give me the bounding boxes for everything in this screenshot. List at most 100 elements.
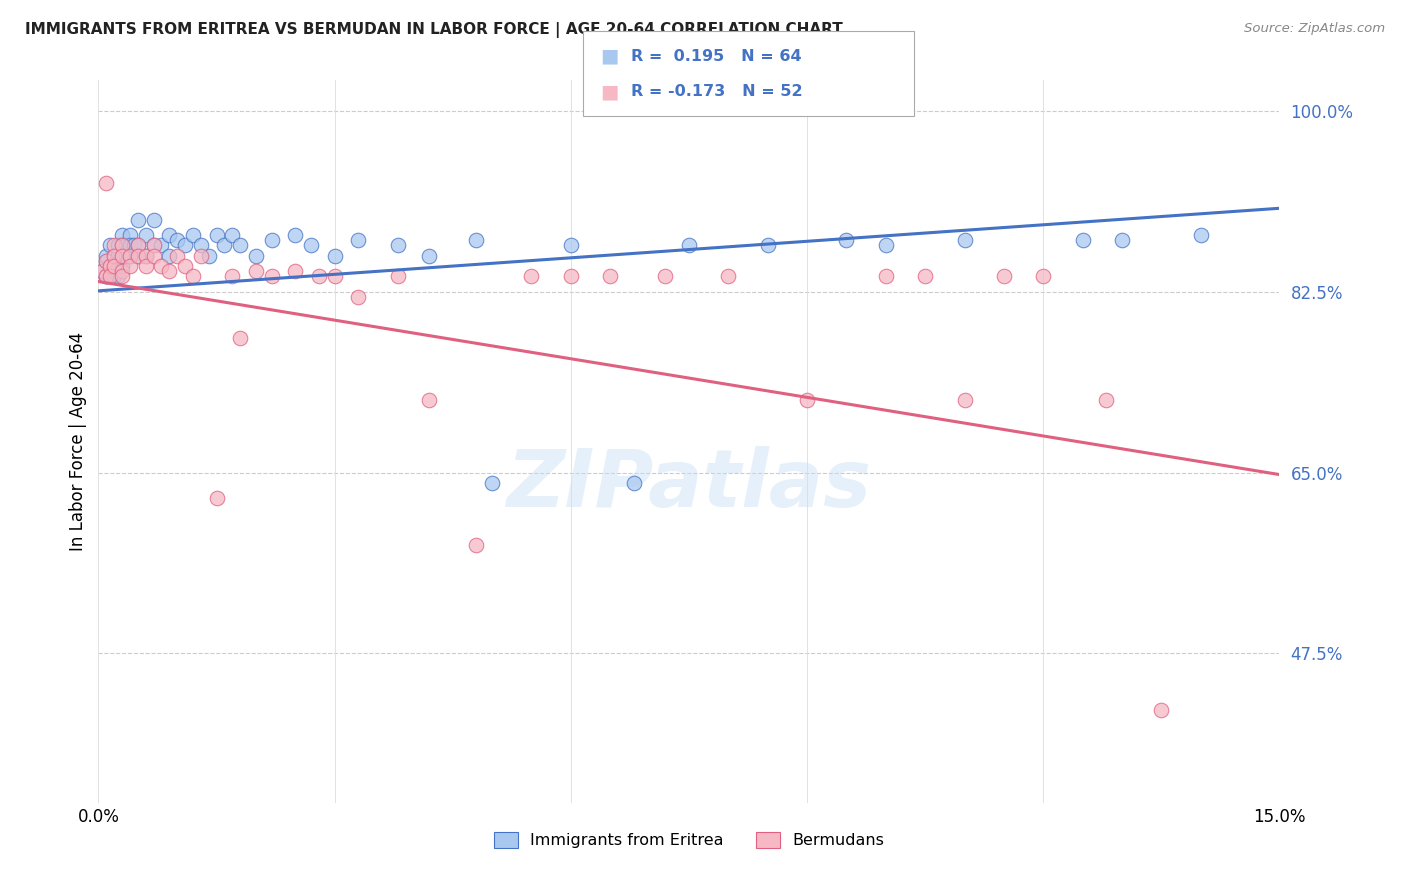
Point xyxy=(953,233,976,247)
Point xyxy=(96,253,118,268)
Point xyxy=(118,259,141,273)
Legend: Immigrants from Eritrea, Bermudans: Immigrants from Eritrea, Bermudans xyxy=(485,823,893,856)
Point xyxy=(181,228,204,243)
Point xyxy=(135,249,157,263)
Point xyxy=(103,249,125,263)
Point xyxy=(115,238,138,252)
Point xyxy=(174,238,197,252)
Point xyxy=(111,228,134,243)
Point xyxy=(107,249,129,263)
Point xyxy=(157,264,180,278)
Point xyxy=(135,259,157,273)
Point xyxy=(127,238,149,252)
Point xyxy=(157,249,180,263)
Point xyxy=(190,238,212,252)
Point xyxy=(993,269,1015,284)
Point xyxy=(98,238,121,252)
Point xyxy=(190,249,212,263)
Point xyxy=(229,238,252,252)
Point xyxy=(654,269,676,284)
Point xyxy=(96,269,118,284)
Point xyxy=(387,238,409,252)
Point xyxy=(142,212,165,227)
Point xyxy=(122,238,145,252)
Text: R =  0.195   N = 64: R = 0.195 N = 64 xyxy=(631,49,801,63)
Text: ZIPatlas: ZIPatlas xyxy=(506,446,872,524)
Point xyxy=(678,238,700,252)
Point xyxy=(1071,233,1094,247)
Point xyxy=(953,393,976,408)
Point xyxy=(91,264,114,278)
Point xyxy=(135,228,157,243)
Point xyxy=(875,238,897,252)
Point xyxy=(308,269,330,284)
Point xyxy=(127,249,149,263)
Point xyxy=(181,269,204,284)
Point xyxy=(118,228,141,243)
Point xyxy=(1032,269,1054,284)
Point xyxy=(103,264,125,278)
Point xyxy=(796,393,818,408)
Y-axis label: In Labor Force | Age 20-64: In Labor Force | Age 20-64 xyxy=(69,332,87,551)
Point xyxy=(98,259,121,273)
Point xyxy=(118,249,141,263)
Point xyxy=(142,249,165,263)
Point xyxy=(1150,703,1173,717)
Point xyxy=(914,269,936,284)
Point xyxy=(197,249,219,263)
Point xyxy=(157,228,180,243)
Point xyxy=(481,475,503,490)
Point xyxy=(221,228,243,243)
Point xyxy=(103,269,125,284)
Point xyxy=(260,233,283,247)
Point xyxy=(111,259,134,273)
Point xyxy=(875,269,897,284)
Text: IMMIGRANTS FROM ERITREA VS BERMUDAN IN LABOR FORCE | AGE 20-64 CORRELATION CHART: IMMIGRANTS FROM ERITREA VS BERMUDAN IN L… xyxy=(25,22,844,38)
Point xyxy=(284,228,307,243)
Point xyxy=(103,238,125,252)
Point xyxy=(111,238,134,252)
Point xyxy=(835,233,858,247)
Point xyxy=(127,212,149,227)
Point xyxy=(245,249,267,263)
Point xyxy=(111,249,134,263)
Point xyxy=(323,269,346,284)
Point xyxy=(96,249,118,263)
Point xyxy=(387,269,409,284)
Point xyxy=(323,249,346,263)
Point xyxy=(166,233,188,247)
Point xyxy=(1111,233,1133,247)
Point xyxy=(96,177,118,191)
Point xyxy=(465,538,488,552)
Point xyxy=(127,249,149,263)
Text: R = -0.173   N = 52: R = -0.173 N = 52 xyxy=(631,85,803,99)
Point xyxy=(111,264,134,278)
Point xyxy=(418,249,440,263)
Point xyxy=(103,259,125,273)
Point xyxy=(284,264,307,278)
Point xyxy=(98,269,121,284)
Point xyxy=(717,269,740,284)
Point xyxy=(560,269,582,284)
Point xyxy=(96,269,118,284)
Point xyxy=(347,290,370,304)
Point xyxy=(560,238,582,252)
Point xyxy=(260,269,283,284)
Point xyxy=(142,238,165,252)
Point xyxy=(111,269,134,284)
Point xyxy=(115,249,138,263)
Point xyxy=(127,238,149,252)
Point xyxy=(623,475,645,490)
Point xyxy=(103,249,125,263)
Point xyxy=(98,259,121,273)
Point xyxy=(150,259,173,273)
Point xyxy=(98,269,121,284)
Text: Source: ZipAtlas.com: Source: ZipAtlas.com xyxy=(1244,22,1385,36)
Point xyxy=(465,233,488,247)
Point xyxy=(418,393,440,408)
Text: ■: ■ xyxy=(600,82,619,102)
Point xyxy=(214,238,236,252)
Point xyxy=(205,228,228,243)
Point xyxy=(166,249,188,263)
Point xyxy=(520,269,543,284)
